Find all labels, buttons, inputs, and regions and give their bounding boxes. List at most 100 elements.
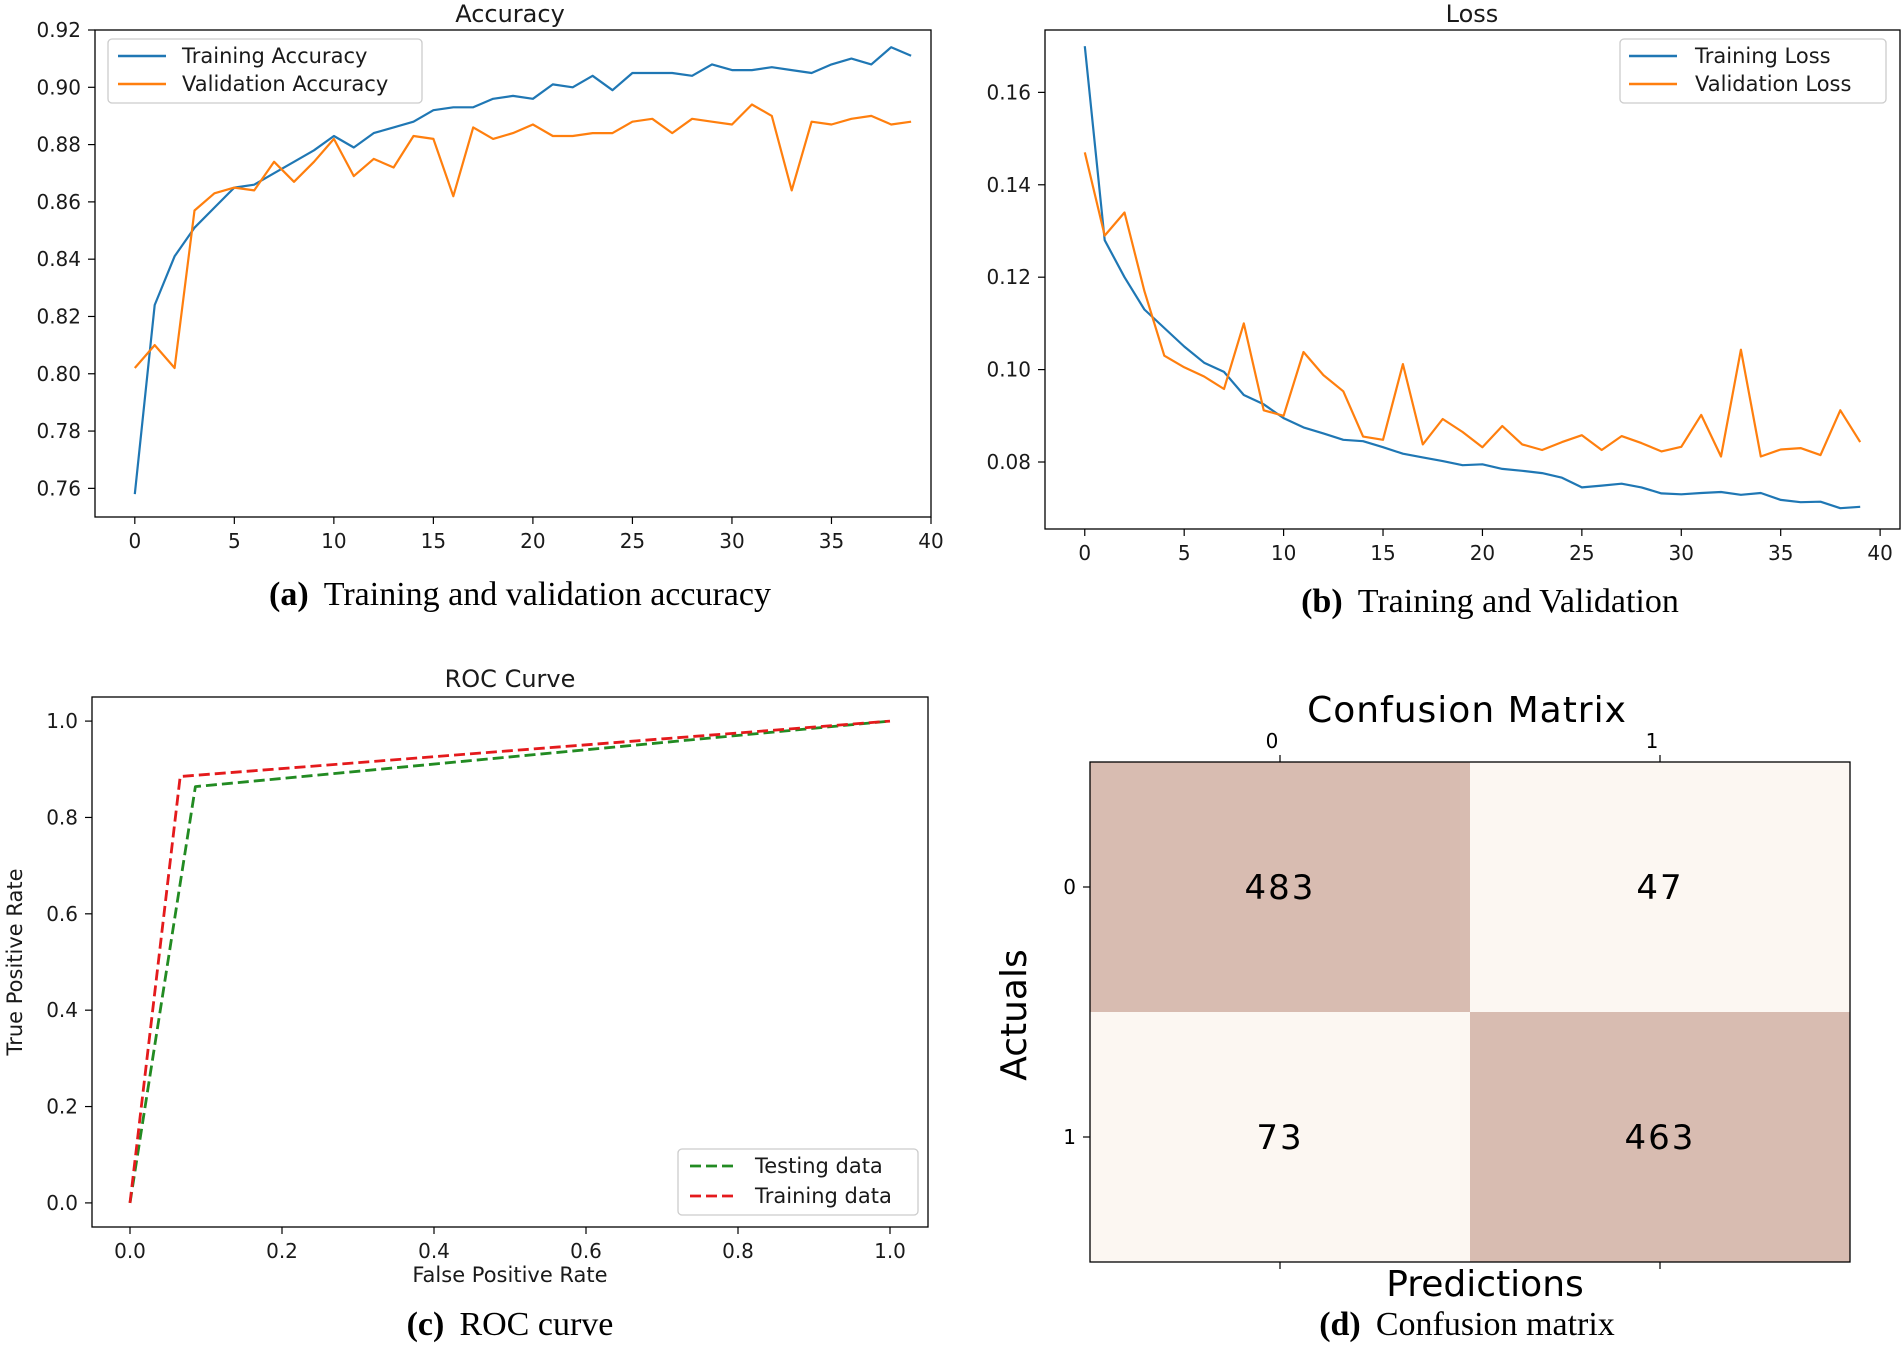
accuracy-chart: Accuracy 0 5 10 15 20 25 30 35 40 0.76 0.78 0.80 0.8… [36,0,943,613]
loss-ytick-label: 0.12 [986,265,1031,289]
cm-value-0-0: 483 [1245,868,1316,908]
accuracy-ytick-label: 0.82 [36,304,81,328]
caption-c-label: (c) [407,1306,445,1343]
accuracy-xtick-label: 25 [620,529,645,553]
roc-xlabel: False Positive Rate [412,1263,607,1287]
legend-label-training-loss: Training Loss [1694,44,1831,68]
loss-xtick-label: 25 [1569,541,1594,565]
roc-xtick-label: 1.0 [874,1239,906,1263]
cm-ytick-label: 0 [1063,875,1076,899]
roc-xtick-label: 0.0 [114,1239,146,1263]
caption-a: (a) Training and validation accuracy [269,576,771,613]
cm-cell-0-1 [1470,762,1850,1012]
loss-axes-frame [1044,29,1901,530]
roc-ytick-label: 0.2 [46,1095,78,1119]
cm-xlabel: Predictions [1386,1264,1584,1305]
loss-xtick-label: 15 [1370,541,1395,565]
caption-c-text: ROC curve [459,1306,613,1343]
cm-cell-1-1 [1470,1012,1850,1262]
roc-plot-area: 0.0 0.2 0.4 0.6 0.8 1.0 0.0 0.2 0.4 0.6 0.8 1.0 [46,709,906,1263]
roc-ytick-label: 0.8 [46,805,78,829]
roc-legend: Testing data Training data [677,1148,919,1216]
accuracy-ytick-label: 0.84 [36,247,81,271]
roc-ytick-label: 1.0 [46,709,78,733]
caption-b: (b) Training and Validation [1301,583,1679,620]
loss-ytick-label: 0.08 [986,450,1031,474]
accuracy-xtick-label: 20 [520,529,545,553]
accuracy-xtick-label: 5 [228,529,241,553]
caption-d-label: (d) [1319,1306,1361,1343]
loss-series-training-loss [1083,46,1861,510]
loss-xtick-label: 10 [1271,541,1296,565]
roc-legend-box [677,1148,919,1216]
roc-ytick-label: 0.4 [46,998,78,1022]
caption-b-label: (b) [1301,583,1343,620]
roc-axes-frame [91,696,929,1228]
accuracy-series-training-accuracy [133,46,912,495]
loss-xtick-label: 35 [1768,541,1793,565]
cm-cell-0-0 [1090,762,1470,1012]
accuracy-legend: Training Accuracy Validation Accuracy [107,38,423,104]
roc-ylabel: True Positive Rate [3,868,27,1056]
legend-label-testing-data: Testing data [754,1154,883,1178]
cm-cell-1-0 [1090,1012,1470,1262]
loss-series-validation-loss [1083,152,1862,458]
accuracy-axes-frame [94,29,932,518]
accuracy-ytick-label: 0.86 [36,190,81,214]
roc-xtick-label: 0.8 [722,1239,754,1263]
caption-b-text: Training and Validation [1358,583,1679,620]
loss-xtick-label: 40 [1867,541,1892,565]
cm-cells: 483 47 73 463 0 1 0 1 [1063,729,1850,1269]
cm-xtick-label: 0 [1266,729,1279,753]
accuracy-ytick-label: 0.88 [36,133,81,157]
accuracy-xtick-label: 15 [421,529,446,553]
cm-title: Confusion Matrix [1307,690,1627,731]
accuracy-ytick-label: 0.80 [36,362,81,386]
roc-xtick-label: 0.2 [266,1239,298,1263]
cm-value-0-1: 47 [1636,868,1683,908]
accuracy-xtick-label: 30 [719,529,744,553]
accuracy-legend-box [107,38,423,104]
roc-xtick-label: 0.4 [418,1239,450,1263]
loss-plot-area: 0 5 10 15 20 25 30 35 40 0.08 0.10 0.12 0.14 0.16 [986,46,1893,565]
caption-a-text: Training and validation accuracy [324,576,771,613]
cm-ylabel: Actuals [994,949,1035,1081]
roc-title: ROC Curve [445,665,576,693]
accuracy-xtick-label: 40 [918,529,943,553]
loss-xtick-label: 0 [1078,541,1091,565]
loss-xtick-label: 20 [1470,541,1495,565]
roc-ytick-label: 0.0 [46,1191,78,1215]
caption-c: (c) ROC curve [407,1306,614,1343]
accuracy-xtick-label: 10 [321,529,346,553]
legend-label-training-data: Training data [754,1184,892,1208]
cm-value-1-0: 73 [1256,1118,1303,1158]
legend-label-validation-loss: Validation Loss [1695,72,1851,96]
cm-value-1-1: 463 [1625,1118,1696,1158]
confusion-matrix: Confusion Matrix 483 47 73 463 0 1 0 1 Predicti… [994,690,1851,1343]
loss-ytick-label: 0.16 [986,80,1031,104]
caption-d: (d) Confusion matrix [1319,1306,1615,1343]
roc-series-testing-data [128,719,891,1204]
caption-d-text: Confusion matrix [1376,1306,1615,1343]
loss-chart: Loss 0 5 10 15 20 25 30 35 40 0.08 0.10 0.12 0.14 0.1… [986,0,1901,620]
roc-xtick-label: 0.6 [570,1239,602,1263]
roc-series-training-data [128,719,891,1204]
roc-chart: ROC Curve 0.0 0.2 0.4 0.6 0.8 1.0 0.0 0.2 0.4 0.6… [3,665,929,1343]
cm-frame [1089,761,1851,1263]
accuracy-ytick-label: 0.76 [36,476,81,500]
loss-title: Loss [1446,0,1499,28]
loss-ytick-label: 0.10 [986,358,1031,382]
roc-ytick-label: 0.6 [46,902,78,926]
cm-ytick-label: 1 [1063,1125,1076,1149]
accuracy-plot-area: 0 5 10 15 20 25 30 35 40 0.76 0.78 0.80 0.82 0.84 0.86… [36,18,943,553]
loss-xtick-label: 5 [1178,541,1191,565]
loss-legend-box [1619,38,1887,104]
accuracy-xtick-label: 0 [128,529,141,553]
accuracy-ytick-label: 0.92 [36,18,81,42]
accuracy-title: Accuracy [455,0,565,28]
caption-a-label: (a) [269,576,309,613]
loss-xtick-label: 30 [1669,541,1694,565]
accuracy-ytick-label: 0.78 [36,419,81,443]
cm-xtick-label: 1 [1646,729,1659,753]
